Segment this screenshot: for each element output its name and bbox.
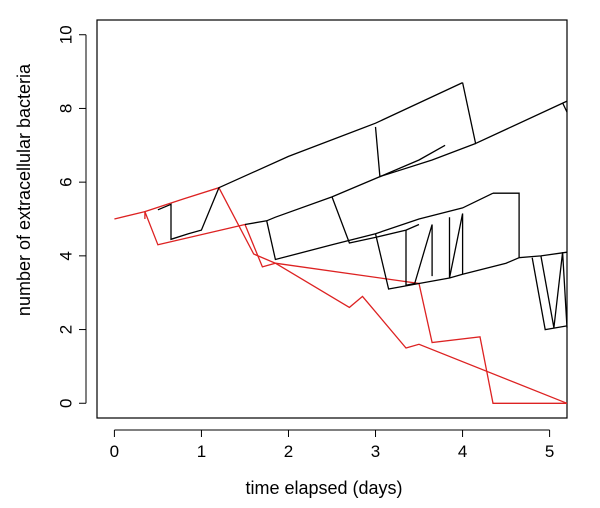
- x-tick-label: 1: [197, 442, 206, 461]
- black-trajectory-line-2: [157, 82, 463, 241]
- x-tick-label: 3: [371, 442, 380, 461]
- black-trajectory-line-3: [461, 82, 568, 145]
- plot-frame: [96, 19, 568, 419]
- y-axis: 0 2 4 6 8 10: [57, 25, 87, 408]
- black-trajectory-line-11: [493, 192, 568, 259]
- black-trajectory-line-7: [331, 196, 420, 244]
- y-tick-label: 6: [57, 177, 76, 186]
- black-trajectory-line-14: [562, 102, 568, 113]
- y-tick-label: 2: [57, 325, 76, 334]
- black-trajectory-line-4: [244, 144, 446, 226]
- x-tick-label: 0: [110, 442, 119, 461]
- y-tick-label: 8: [57, 104, 76, 113]
- black-trajectory-line-10: [448, 213, 464, 279]
- red-trajectory-line-1: [144, 186, 567, 404]
- x-tick-label: 4: [458, 442, 467, 461]
- black-trajectory-line-9: [405, 224, 433, 287]
- red-trajectory-line-0: [114, 210, 568, 404]
- series-layer: [114, 82, 568, 404]
- y-tick-label: 10: [57, 25, 76, 44]
- x-axis-title: time elapsed (days): [245, 478, 402, 498]
- x-tick-label: 5: [545, 442, 554, 461]
- black-trajectory-line-5: [374, 126, 476, 178]
- black-trajectory-line-12: [531, 257, 568, 331]
- y-tick-label: 0: [57, 399, 76, 408]
- x-tick-label: 2: [284, 442, 293, 461]
- y-tick-label: 4: [57, 251, 76, 260]
- black-trajectory-line-13: [540, 252, 568, 328]
- y-axis-title: number of extracellular bacteria: [14, 63, 34, 316]
- x-axis: 0 1 2 3 4 5: [110, 429, 554, 461]
